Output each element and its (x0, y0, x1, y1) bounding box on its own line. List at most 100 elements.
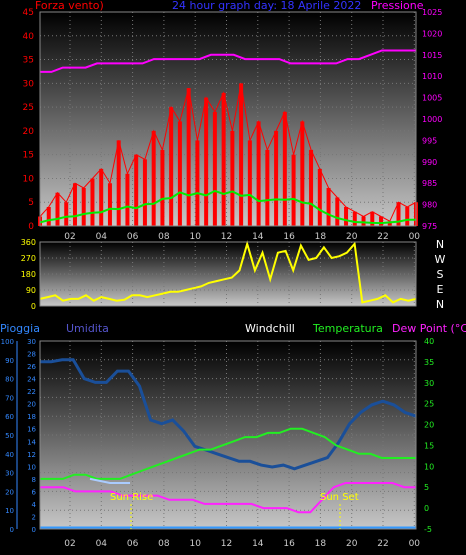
humidity-y-tick-label: 40 (5, 451, 14, 459)
climate-panel-marks (40, 358, 417, 530)
humidity-y-ticks: 0 10 20 30 40 50 60 70 80 90 100 (1, 338, 14, 534)
wind-y-tick-label: 35 (23, 56, 34, 66)
direction-y-tick-label: 360 (21, 238, 36, 247)
climate-x-ticks: 02 04 06 08 10 12 14 16 18 20 22 00 (64, 539, 420, 549)
temperature-y-tick-label: 0 (424, 504, 429, 513)
wind-y-tick-label: 5 (28, 198, 34, 208)
temperature-y-tick-label: 20 (424, 421, 434, 430)
direction-y-tick-label: 270 (21, 254, 36, 263)
pressure-y-ticks: 975 980 985 990 995 1000 1005 1010 1015 1020 1025 (422, 8, 442, 231)
wind-title: Forza vento) (35, 0, 104, 12)
windchill-line (89, 477, 130, 484)
humidity-y-tick-label: 30 (5, 470, 14, 478)
temperature-y-tick-label: 40 (424, 337, 434, 346)
humidity-y-tick-label: 80 (5, 376, 14, 384)
direction-panel-marks (39, 240, 417, 304)
climate-x-tick-label: 10 (189, 539, 201, 549)
wind-y-tick-label: 25 (23, 103, 34, 113)
wind-x-ticks: 02 04 06 08 10 12 14 16 18 20 22 00 (64, 232, 420, 242)
temperature-y-tick-label: 15 (424, 441, 434, 450)
wind-y-tick-label: 30 (23, 79, 35, 89)
temperature-y-tick-label: 10 (424, 462, 434, 471)
pressure-y-tick-label: 980 (422, 201, 437, 210)
direction-y-tick-label: 0 (31, 302, 36, 311)
climate-x-tick-label: 12 (221, 539, 232, 549)
wind-y-tick-label: 10 (23, 174, 35, 184)
rain-y-tick-label: 4 (32, 501, 37, 509)
direction-panel-frame (39, 241, 417, 307)
direction-y-tick-label: 180 (21, 270, 36, 279)
rain-y-tick-label: 10 (27, 463, 36, 471)
wind-panel-bg (40, 12, 416, 226)
temperature-line (40, 427, 416, 480)
wind-average-line (39, 189, 416, 225)
wind-x-tick-label: 00 (409, 232, 421, 242)
dewpoint-label: Dew Point (°C) (392, 322, 466, 335)
rain-y-tick-label: 28 (27, 351, 36, 359)
wind-y-ticks: 0 5 10 15 20 25 30 35 40 45 (23, 8, 35, 232)
humidity-y-tick-label: 50 (5, 432, 14, 440)
compass-letter: N (436, 298, 444, 311)
pressure-y-tick-label: 1010 (422, 72, 442, 81)
pressure-y-tick-label: 1005 (422, 94, 442, 103)
humidity-y-tick-label: 60 (5, 413, 14, 421)
wind-x-tick-label: 22 (377, 232, 388, 242)
pressure-y-tick-label: 1015 (422, 51, 442, 60)
temperature-y-tick-label: -5 (424, 525, 432, 534)
pressure-y-tick-label: 1025 (422, 8, 442, 17)
humidity-y-tick-label: 0 (10, 526, 14, 534)
wind-y-tick-label: 0 (28, 222, 34, 232)
wind-x-tick-label: 20 (346, 232, 358, 242)
rain-y-tick-label: 18 (27, 413, 36, 421)
humidity-y-tick-label: 20 (5, 488, 14, 496)
chart-title: 24 hour graph day: 18 Aprile 2022 (172, 0, 361, 12)
wind-x-tick-label: 04 (96, 232, 108, 242)
pressure-y-tick-label: 1020 (422, 29, 442, 38)
rain-label: Pioggia (0, 322, 40, 335)
climate-x-tick-label: 22 (377, 539, 388, 549)
climate-x-tick-label: 00 (409, 539, 421, 549)
wind-y-tick-label: 40 (23, 32, 35, 42)
pressure-y-tick-label: 1000 (422, 115, 442, 124)
climate-x-tick-label: 16 (283, 539, 295, 549)
rain-y-tick-label: 14 (27, 438, 36, 446)
humidity-line (40, 358, 417, 471)
rain-y-tick-label: 12 (27, 451, 36, 459)
wind-direction-line (39, 240, 417, 304)
climate-panel-frame (39, 340, 417, 530)
wind-y-tick-label: 45 (23, 8, 34, 18)
climate-x-tick-label: 04 (96, 539, 108, 549)
pressure-line (40, 49, 416, 73)
pressure-y-tick-label: 990 (422, 158, 437, 167)
temperature-y-tick-label: 30 (424, 379, 434, 388)
temperature-y-tick-label: 5 (424, 483, 429, 492)
climate-x-tick-label: 08 (158, 539, 170, 549)
rain-y-tick-label: 26 (27, 363, 36, 371)
climate-x-tick-label: 02 (64, 539, 75, 549)
wind-line (39, 83, 417, 222)
pressure-y-tick-label: 995 (422, 136, 437, 145)
rain-y-tick-label: 16 (27, 426, 36, 434)
humidity-y-tick-label: 90 (5, 357, 14, 365)
humidity-y-tick-label: 70 (5, 394, 14, 402)
wind-x-tick-label: 16 (283, 232, 295, 242)
wind-x-tick-label: 06 (127, 232, 139, 242)
sunrise-label: Sun Rise (110, 492, 153, 503)
wind-x-tick-label: 18 (315, 232, 327, 242)
rain-y-tick-label: 20 (27, 401, 36, 409)
temperature-y-tick-label: 35 (424, 358, 434, 367)
rain-y-tick-label: 8 (32, 476, 36, 484)
direction-y-tick-label: 90 (26, 286, 36, 295)
wind-panel-marks (38, 49, 418, 226)
wind-x-tick-label: 12 (221, 232, 232, 242)
rain-y-tick-label: 0 (32, 526, 36, 534)
rain-y-tick-label: 6 (32, 488, 37, 496)
wind-x-tick-label: 08 (158, 232, 170, 242)
rain-y-tick-label: 22 (27, 388, 36, 396)
pressure-y-tick-label: 975 (422, 222, 437, 231)
wind-x-tick-label: 14 (252, 232, 264, 242)
windchill-label: Windchill (245, 322, 295, 335)
